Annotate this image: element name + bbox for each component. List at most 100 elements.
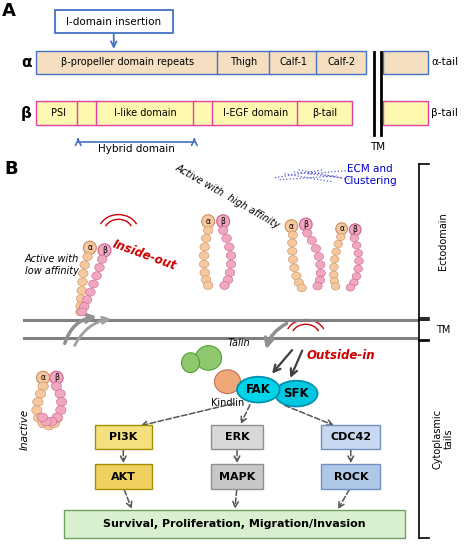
Circle shape <box>98 255 107 263</box>
Circle shape <box>36 389 46 398</box>
FancyBboxPatch shape <box>321 425 380 449</box>
Circle shape <box>38 382 48 390</box>
FancyBboxPatch shape <box>316 51 366 74</box>
Circle shape <box>80 261 90 269</box>
Text: TM: TM <box>436 325 450 335</box>
Circle shape <box>76 307 85 316</box>
FancyBboxPatch shape <box>55 10 173 34</box>
Text: β: β <box>303 220 308 229</box>
Circle shape <box>92 272 101 280</box>
Circle shape <box>203 282 213 289</box>
Text: I-domain insertion: I-domain insertion <box>66 16 161 26</box>
Text: A: A <box>2 2 16 20</box>
Text: Survival, Proliferation, Migration/Invasion: Survival, Proliferation, Migration/Invas… <box>103 519 366 529</box>
FancyBboxPatch shape <box>211 425 263 449</box>
Circle shape <box>79 270 88 277</box>
Circle shape <box>200 243 210 251</box>
Text: β: β <box>21 106 31 120</box>
FancyArrowPatch shape <box>291 350 302 376</box>
FancyBboxPatch shape <box>297 102 352 125</box>
FancyBboxPatch shape <box>64 510 405 538</box>
Circle shape <box>355 257 363 265</box>
FancyBboxPatch shape <box>212 102 300 125</box>
Text: α: α <box>41 373 46 382</box>
FancyArrowPatch shape <box>75 317 108 345</box>
Circle shape <box>337 233 345 240</box>
Ellipse shape <box>50 371 63 384</box>
Circle shape <box>315 276 325 284</box>
Circle shape <box>95 263 104 272</box>
Text: I-like domain: I-like domain <box>114 108 177 118</box>
Text: Active with  high affinity: Active with high affinity <box>173 162 282 230</box>
Circle shape <box>76 295 86 302</box>
Circle shape <box>77 308 87 316</box>
Circle shape <box>82 296 92 304</box>
Circle shape <box>199 260 209 268</box>
Circle shape <box>76 302 85 310</box>
Text: α: α <box>21 54 31 70</box>
Circle shape <box>56 398 67 406</box>
Circle shape <box>52 413 63 422</box>
Circle shape <box>225 268 235 277</box>
Circle shape <box>354 250 363 257</box>
Text: α: α <box>339 224 344 233</box>
Ellipse shape <box>217 214 230 228</box>
Text: β: β <box>353 226 357 234</box>
FancyBboxPatch shape <box>36 51 219 74</box>
Text: Inside-out: Inside-out <box>111 238 178 273</box>
Circle shape <box>329 271 338 278</box>
Circle shape <box>52 414 63 423</box>
Circle shape <box>41 417 51 426</box>
Text: β-tail: β-tail <box>312 108 337 118</box>
Circle shape <box>51 382 62 390</box>
Text: Thigh: Thigh <box>230 57 258 67</box>
FancyBboxPatch shape <box>211 464 263 489</box>
Circle shape <box>55 389 65 398</box>
Circle shape <box>307 236 317 244</box>
Circle shape <box>226 260 236 268</box>
Circle shape <box>226 251 236 260</box>
Text: α: α <box>87 243 92 252</box>
Circle shape <box>46 417 57 426</box>
Circle shape <box>346 284 355 291</box>
FancyBboxPatch shape <box>383 102 428 125</box>
Circle shape <box>316 269 325 277</box>
Circle shape <box>288 231 298 239</box>
Text: ROCK: ROCK <box>334 472 368 482</box>
Circle shape <box>352 273 361 280</box>
Circle shape <box>314 252 324 260</box>
Circle shape <box>77 287 86 295</box>
Circle shape <box>225 243 234 251</box>
Ellipse shape <box>201 214 215 228</box>
Text: FAK: FAK <box>246 383 271 396</box>
Text: β-propeller domain repeats: β-propeller domain repeats <box>62 57 194 67</box>
Circle shape <box>37 413 47 422</box>
Circle shape <box>49 419 59 428</box>
FancyBboxPatch shape <box>95 464 152 489</box>
FancyBboxPatch shape <box>321 464 380 489</box>
Text: Outside-in: Outside-in <box>307 349 375 362</box>
Text: B: B <box>5 160 18 178</box>
Text: MAPK: MAPK <box>219 472 255 482</box>
Circle shape <box>316 261 325 268</box>
Text: AKT: AKT <box>111 472 136 482</box>
Text: Ectodomain: Ectodomain <box>438 212 448 270</box>
Circle shape <box>201 276 211 284</box>
Text: Calf-2: Calf-2 <box>327 57 356 67</box>
Text: Talin: Talin <box>228 338 250 348</box>
Ellipse shape <box>182 353 200 372</box>
Text: Calf-1: Calf-1 <box>280 57 308 67</box>
FancyBboxPatch shape <box>193 102 215 125</box>
Circle shape <box>33 398 43 406</box>
Circle shape <box>294 279 303 287</box>
Circle shape <box>44 421 54 430</box>
Ellipse shape <box>285 220 298 233</box>
Circle shape <box>219 227 228 234</box>
Text: Kindlin: Kindlin <box>211 398 244 408</box>
Circle shape <box>330 278 338 285</box>
Ellipse shape <box>336 223 347 235</box>
Text: Cytoplasmic
tails: Cytoplasmic tails <box>432 409 454 469</box>
Circle shape <box>352 242 361 249</box>
FancyBboxPatch shape <box>36 102 80 125</box>
Text: β: β <box>221 217 226 226</box>
